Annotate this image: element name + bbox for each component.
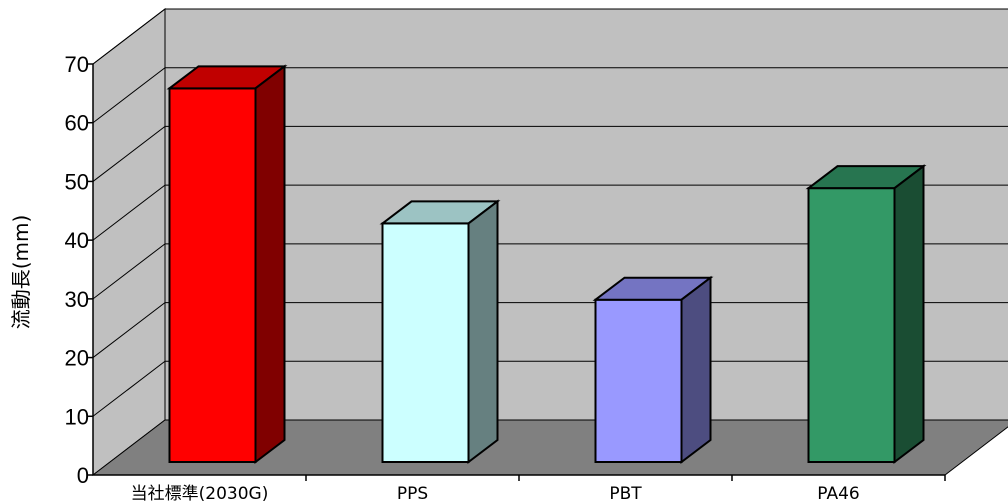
bar-1 — [379, 199, 501, 465]
x-category-label-2: PBT — [609, 484, 642, 502]
bar-2 — [592, 275, 714, 465]
x-category-label-3: PA46 — [817, 484, 859, 502]
gridline-60 — [92, 67, 1008, 124]
x-category-label-1: PPS — [397, 484, 428, 502]
bar-side-2 — [680, 275, 712, 465]
bar-front-1 — [381, 222, 470, 463]
gridlines — [92, 8, 1008, 417]
side-wall — [92, 7, 166, 477]
y-tick-label-0: 0 — [77, 463, 89, 488]
gridline-70 — [92, 8, 1008, 65]
bar-front-3 — [807, 187, 896, 464]
y-tick-label-70: 70 — [65, 52, 89, 77]
bar-front-0 — [168, 87, 257, 463]
gridline-20 — [92, 302, 1008, 358]
bar-0 — [166, 64, 288, 465]
bar-front-2 — [594, 298, 683, 463]
bar-side-3 — [893, 164, 925, 465]
gridline-40 — [92, 184, 1008, 241]
axes — [87, 63, 946, 481]
bars — [166, 64, 927, 465]
y-tick-label-60: 60 — [65, 111, 89, 136]
bar-3 — [805, 164, 927, 465]
bar-side-0 — [254, 64, 286, 465]
x-category-label-0: 当社標準(2030G) — [131, 484, 269, 502]
y-tick-label-20: 20 — [65, 346, 89, 371]
bar-side-1 — [467, 199, 499, 465]
y-axis-label: 流動長(mm) — [9, 215, 33, 330]
x-category-labels: 当社標準(2030G) PPS PBT PA46 — [131, 484, 860, 502]
y-tick-label-40: 40 — [65, 228, 89, 253]
y-tick-labels: 0 10 20 30 40 50 60 70 — [65, 52, 89, 488]
gridline-50 — [92, 125, 1008, 182]
y-tick-label-30: 30 — [65, 287, 89, 312]
gridline-10 — [92, 360, 1008, 417]
y-tick-label-10: 10 — [65, 404, 89, 429]
y-tick-label-50: 50 — [65, 169, 89, 194]
gridline-30 — [92, 243, 1008, 300]
